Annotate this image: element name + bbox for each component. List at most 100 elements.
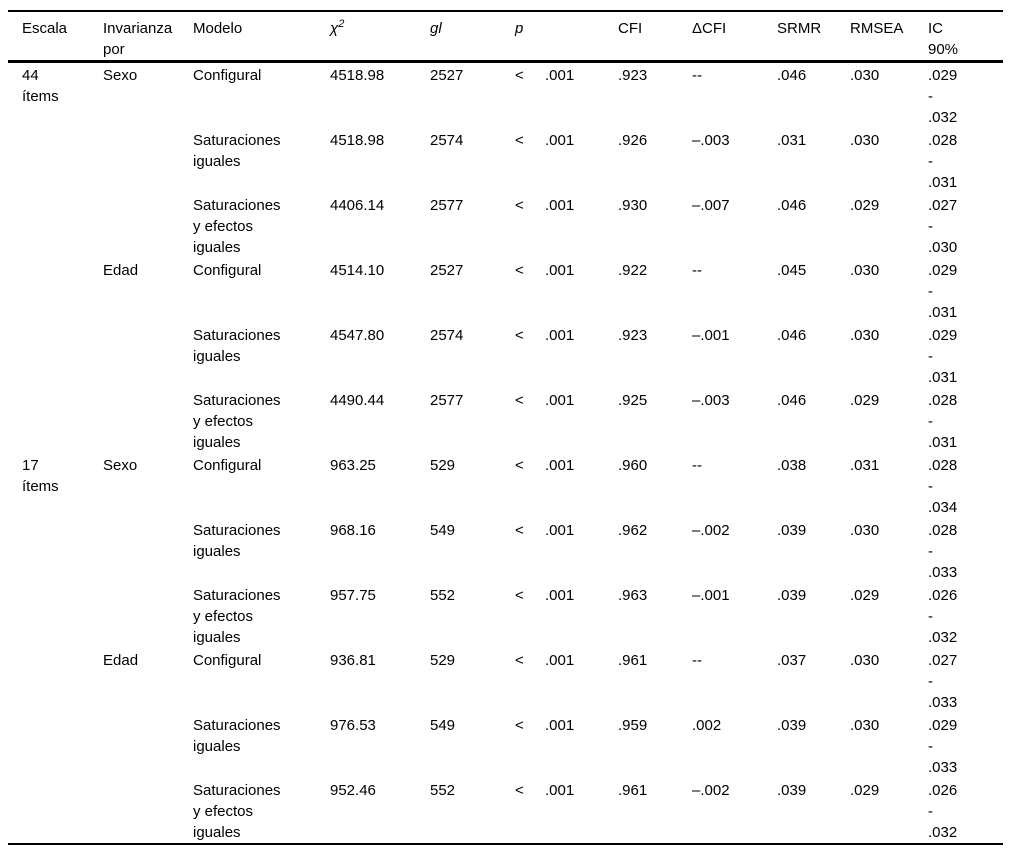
cell-cfi: .962 <box>618 522 648 539</box>
cell-dcfi: –.001 <box>692 327 730 344</box>
cell-rmsea: .030 <box>850 132 880 149</box>
cell-srmr: .045 <box>777 262 807 279</box>
cell-cfi: .963 <box>618 587 648 604</box>
cell-rmsea: .029 <box>850 197 880 214</box>
cell-modelo: Saturaciones y efectos iguales <box>193 197 281 256</box>
cell-dcfi: -- <box>692 262 702 279</box>
col-header-srmr: SRMR <box>763 11 836 63</box>
table-row: Saturaciones iguales 4518.98 2574 < .001… <box>8 128 1003 193</box>
header-row: Escala Invarianza por Modelo χ2 gl p CFI… <box>8 11 1003 63</box>
cell-gl: 552 <box>430 782 456 799</box>
cell-chi2: 963.25 <box>330 457 376 474</box>
cell-chi2: 936.81 <box>330 652 376 669</box>
cell-ic90: .029 - .031 <box>928 262 958 321</box>
cell-rmsea: .030 <box>850 67 880 84</box>
cell-chi2: 957.75 <box>330 587 376 604</box>
cell-p-value: .001 <box>545 522 575 539</box>
cell-invarianza <box>89 128 179 193</box>
cell-modelo: Saturaciones iguales <box>193 717 281 755</box>
cell-cfi: .926 <box>618 132 648 149</box>
cell-srmr: .039 <box>777 782 807 799</box>
cell-chi2: 976.53 <box>330 717 376 734</box>
cell-invarianza <box>89 193 179 258</box>
table-row: Edad Configural 936.81 529 < .001 .961 -… <box>8 648 1003 713</box>
cell-gl: 2577 <box>430 392 464 409</box>
cell-chi2: 4547.80 <box>330 327 385 344</box>
cell-cfi: .930 <box>618 197 648 214</box>
cell-p-value: .001 <box>545 197 575 214</box>
cell-modelo: Configural <box>193 262 262 279</box>
cell-ic90: .026 - .032 <box>928 587 958 646</box>
cell-invarianza: Sexo <box>103 67 138 84</box>
chi-exponent: 2 <box>338 18 345 30</box>
cell-modelo: Saturaciones iguales <box>193 132 281 170</box>
cell-p-sign: < <box>515 67 524 84</box>
cell-gl: 549 <box>430 522 456 539</box>
cell-ic90: .028 - .034 <box>928 457 958 516</box>
table-row: Saturaciones y efectos iguales 957.75 55… <box>8 583 1003 648</box>
cell-rmsea: .031 <box>850 457 880 474</box>
cell-escala <box>8 583 89 648</box>
table-row: Saturaciones iguales 4547.80 2574 < .001… <box>8 323 1003 388</box>
cell-rmsea: .030 <box>850 717 880 734</box>
cell-dcfi: .002 <box>692 717 722 734</box>
cell-cfi: .922 <box>618 262 648 279</box>
col-header-modelo: Modelo <box>179 11 316 63</box>
cell-chi2: 4514.10 <box>330 262 385 279</box>
cell-escala <box>8 518 89 583</box>
cell-modelo: Saturaciones iguales <box>193 327 281 365</box>
cell-p-value: .001 <box>545 132 575 149</box>
cell-cfi: .961 <box>618 652 648 669</box>
cell-p-sign: < <box>515 262 524 279</box>
cell-p-sign: < <box>515 587 524 604</box>
table-row: 17 ítems Sexo Configural 963.25 529 < .0… <box>8 453 1003 518</box>
cell-escala <box>8 713 89 778</box>
cell-dcfi: –.002 <box>692 522 730 539</box>
col-header-ic90: IC 90% <box>914 11 1003 63</box>
cell-gl: 529 <box>430 652 456 669</box>
cell-p-sign: < <box>515 457 524 474</box>
col-header-escala: Escala <box>8 11 89 63</box>
cell-srmr: .037 <box>777 652 807 669</box>
cell-modelo: Configural <box>193 67 262 84</box>
cell-escala: 44 ítems <box>22 67 59 105</box>
cell-dcfi: –.002 <box>692 782 730 799</box>
cell-dcfi: –.001 <box>692 587 730 604</box>
cell-dcfi: –.003 <box>692 132 730 149</box>
cell-ic90: .028 - .031 <box>928 392 958 451</box>
cell-invarianza <box>89 583 179 648</box>
cell-chi2: 4518.98 <box>330 132 385 149</box>
cell-escala <box>8 128 89 193</box>
table-row: Saturaciones iguales 976.53 549 < .001 .… <box>8 713 1003 778</box>
cell-escala <box>8 388 89 453</box>
cell-rmsea: .030 <box>850 327 880 344</box>
cell-cfi: .960 <box>618 457 648 474</box>
cell-escala: 17 ítems <box>22 457 59 495</box>
cell-rmsea: .030 <box>850 652 880 669</box>
cell-p-sign: < <box>515 327 524 344</box>
cell-gl: 2574 <box>430 132 464 149</box>
cell-invarianza: Edad <box>103 262 139 279</box>
cell-modelo: Saturaciones y efectos iguales <box>193 587 281 646</box>
cell-p-value: .001 <box>545 782 575 799</box>
col-header-invarianza: Invarianza por <box>89 11 179 63</box>
col-header-rmsea: RMSEA <box>836 11 914 63</box>
cell-chi2: 4406.14 <box>330 197 385 214</box>
cell-ic90: .029 - .032 <box>928 67 958 126</box>
cell-p-value: .001 <box>545 327 575 344</box>
cell-cfi: .925 <box>618 392 648 409</box>
cell-ic90: .027 - .030 <box>928 197 958 256</box>
col-header-p: p <box>501 11 604 63</box>
cell-escala <box>8 778 89 844</box>
col-header-gl: gl <box>416 11 501 63</box>
cell-modelo: Saturaciones y efectos iguales <box>193 392 281 451</box>
cell-rmsea: .030 <box>850 522 880 539</box>
table-row: Edad Configural 4514.10 2527 < .001 .922… <box>8 258 1003 323</box>
cell-p-sign: < <box>515 132 524 149</box>
cell-srmr: .046 <box>777 197 807 214</box>
chi-symbol: χ <box>330 20 339 37</box>
table-row: Saturaciones y efectos iguales 952.46 55… <box>8 778 1003 844</box>
cell-chi2: 968.16 <box>330 522 376 539</box>
cell-srmr: .038 <box>777 457 807 474</box>
col-header-chi2: χ2 <box>316 11 416 63</box>
